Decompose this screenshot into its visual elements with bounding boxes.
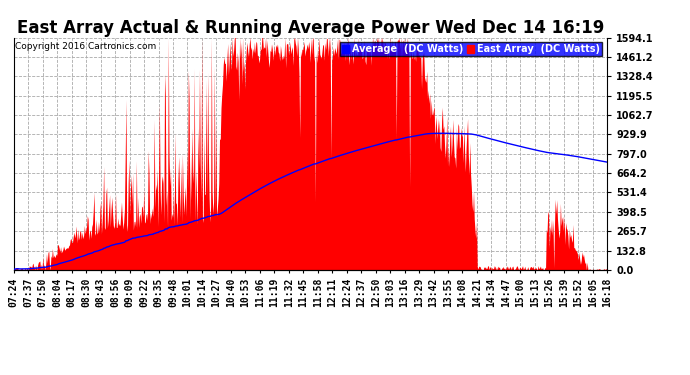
Legend: Average  (DC Watts), East Array  (DC Watts): Average (DC Watts), East Array (DC Watts… xyxy=(339,42,602,56)
Text: Copyright 2016 Cartronics.com: Copyright 2016 Cartronics.com xyxy=(15,42,156,51)
Title: East Array Actual & Running Average Power Wed Dec 14 16:19: East Array Actual & Running Average Powe… xyxy=(17,20,604,38)
